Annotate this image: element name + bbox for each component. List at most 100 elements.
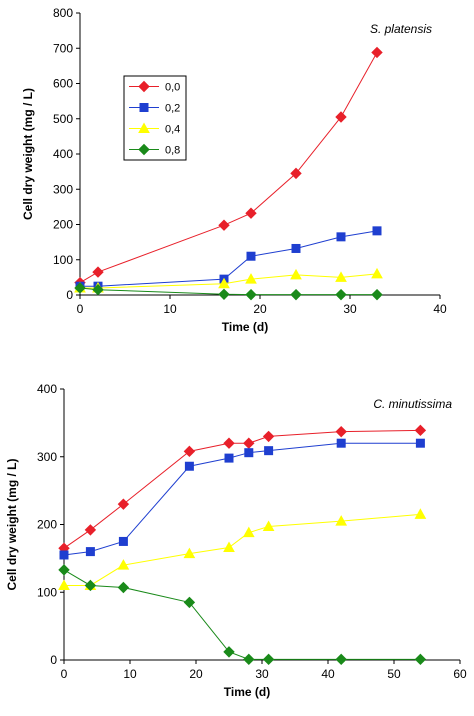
data-point [336, 438, 346, 448]
y-tick-label: 300 [37, 450, 57, 464]
legend: 0,0 0,2 0,4 0,8 [123, 75, 187, 161]
x-tick-label: 20 [189, 667, 203, 681]
data-point [291, 243, 301, 253]
chart-title: S. platensis [370, 22, 432, 36]
data-point [335, 111, 347, 123]
series-2 [59, 438, 425, 560]
data-point [242, 526, 255, 538]
data-point [290, 288, 302, 301]
data-point [371, 46, 383, 59]
data-point [245, 288, 257, 301]
y-tick-label: 600 [53, 77, 73, 91]
legend-label: 0,4 [165, 124, 180, 136]
series-line [64, 513, 421, 586]
data-point [335, 271, 347, 282]
y-tick-label: 200 [53, 218, 73, 232]
y-tick-label: 100 [37, 585, 57, 599]
data-point [243, 653, 255, 666]
x-tick-label: 40 [321, 667, 335, 681]
series-4 [58, 564, 427, 666]
chart-c-minutissima: 0 100 200 300 400 0 10 20 30 40 50 60 Cell dry weigh… [5, 382, 467, 699]
x-tick-label: 10 [163, 302, 177, 316]
x-tick-label: 40 [433, 302, 447, 316]
legend-item: 0,0 [129, 80, 180, 94]
legend-item: 0,4 [129, 122, 180, 136]
data-point [59, 550, 69, 560]
series-3 [58, 508, 427, 590]
data-point [218, 219, 230, 231]
y-tick-label: 400 [53, 147, 73, 161]
y-axis-label: Cell dry weight (mg / L) [21, 88, 35, 220]
y-tick-label: 700 [53, 41, 73, 55]
data-point [218, 277, 230, 289]
x-tick-label: 50 [387, 667, 401, 681]
data-point [290, 268, 302, 280]
legend-swatch-marker [138, 143, 150, 156]
data-point [92, 284, 104, 296]
y-tick-label: 200 [37, 518, 57, 532]
series-1 [58, 424, 427, 554]
legend-swatch-marker [138, 122, 150, 133]
x-tick-label: 10 [123, 667, 137, 681]
data-point [335, 653, 347, 666]
data-point [74, 282, 86, 294]
series-4 [74, 282, 383, 301]
data-point [245, 207, 257, 219]
chart-s-platensis: 0 100 200 300 400 500 600 700 800 0 10 20 30 40 Cell d… [21, 6, 447, 334]
data-point [223, 541, 235, 553]
legend-label: 0,0 [165, 82, 180, 94]
y-tick-label: 500 [53, 112, 73, 126]
data-point [184, 461, 194, 471]
legend-label: 0,2 [165, 103, 180, 115]
x-axis-label: Time (d) [224, 685, 270, 699]
y-axis-label: Cell dry weight (mg / L) [5, 458, 19, 590]
series-line [63, 569, 421, 660]
legend-swatch-marker [138, 80, 150, 93]
data-point [183, 596, 196, 609]
data-point [84, 579, 97, 592]
series-2 [75, 226, 382, 291]
x-tick-label: 0 [61, 667, 68, 681]
data-point [245, 273, 257, 284]
data-point [84, 524, 97, 536]
legend-swatch-marker [139, 103, 149, 112]
y-tick-label: 0 [66, 288, 73, 302]
y-tick-label: 800 [53, 6, 73, 20]
x-tick-label: 30 [343, 302, 357, 316]
y-tick-label: 100 [53, 253, 73, 267]
data-point [223, 437, 235, 449]
data-point [85, 547, 95, 557]
data-point [371, 288, 383, 301]
series-1 [74, 46, 383, 289]
legend-item: 0,2 [129, 103, 180, 115]
data-point [244, 448, 254, 458]
data-point [246, 251, 256, 261]
data-point [183, 547, 196, 559]
data-point [290, 167, 302, 180]
x-tick-label: 60 [453, 667, 467, 681]
data-point [117, 581, 130, 594]
data-point [414, 653, 427, 666]
data-point [262, 653, 275, 666]
data-point [92, 266, 104, 278]
y-tick-label: 300 [53, 182, 73, 196]
x-tick-label: 30 [255, 667, 269, 681]
legend-item: 0,8 [129, 143, 180, 157]
chart-title: C. minutissima [373, 397, 452, 411]
data-point [335, 425, 347, 438]
legend-box [123, 75, 187, 161]
data-point [58, 564, 70, 576]
data-point [117, 559, 130, 570]
data-point [414, 508, 427, 519]
data-point [262, 430, 275, 443]
data-point [335, 515, 348, 526]
data-point [262, 520, 275, 532]
x-tick-label: 20 [253, 302, 267, 316]
data-point [118, 536, 128, 546]
data-point [372, 226, 382, 236]
data-point [264, 446, 274, 456]
data-point [243, 437, 255, 449]
data-point [224, 453, 234, 463]
x-axis-label: Time (d) [222, 320, 268, 334]
